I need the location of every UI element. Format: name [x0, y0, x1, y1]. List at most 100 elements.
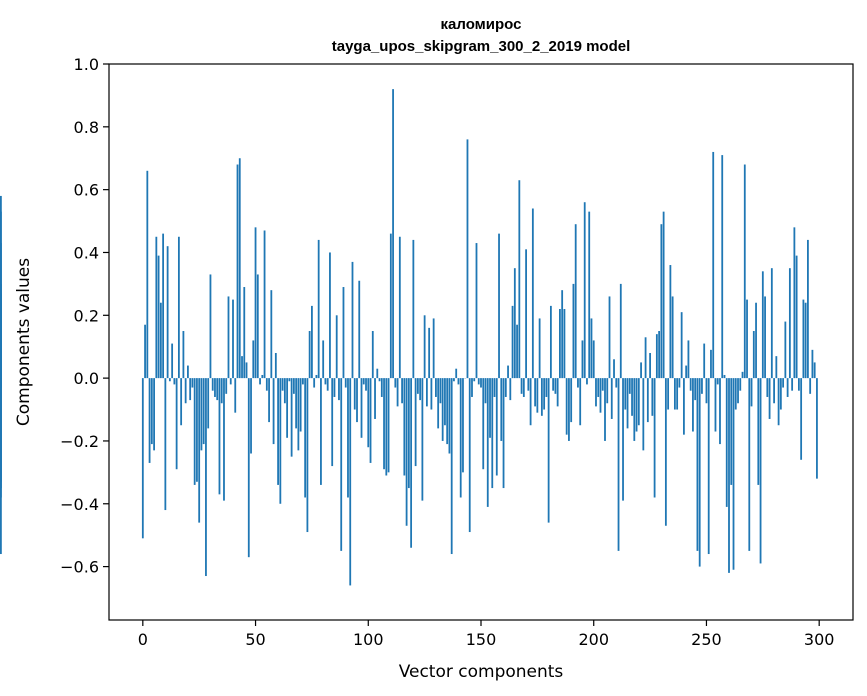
bar-225	[649, 352, 651, 379]
bar-220	[637, 378, 640, 426]
bar-21	[189, 378, 192, 401]
bar-270	[750, 378, 753, 407]
bar-254	[714, 378, 717, 432]
bar-188	[565, 378, 568, 435]
bar-52	[259, 378, 261, 385]
bar-212	[619, 283, 622, 379]
bar-176	[538, 318, 541, 379]
bar-37	[225, 378, 228, 394]
bar-169	[522, 378, 525, 397]
bar-74	[308, 331, 311, 379]
bar-80	[322, 340, 325, 379]
bar-119	[410, 378, 413, 548]
bar-33	[216, 378, 219, 401]
bar-142	[462, 378, 464, 473]
bar-280	[773, 378, 775, 404]
bar-279	[770, 268, 773, 379]
bar-82	[326, 378, 329, 391]
bar-246	[696, 378, 699, 551]
bar-153	[486, 378, 489, 507]
x-axis-ticks: 0 50 100 150 200 250 300	[138, 620, 834, 649]
bar-54	[263, 230, 266, 379]
bar-146	[471, 378, 473, 397]
bar-243	[689, 378, 692, 391]
bar-50	[254, 227, 257, 379]
bar-7	[157, 255, 160, 379]
bar-245	[694, 378, 697, 401]
bar-203	[599, 378, 602, 413]
bar-48	[250, 378, 252, 454]
bar-9	[162, 233, 165, 379]
bar-141	[459, 378, 462, 498]
bar-42	[236, 164, 239, 379]
bar-294	[804, 302, 807, 379]
bar-269	[748, 378, 751, 551]
bar-45	[243, 287, 246, 379]
bar-293	[802, 299, 805, 379]
bar-227	[653, 378, 656, 498]
bar-132	[439, 378, 442, 404]
bar-183	[554, 378, 557, 394]
bar-151	[482, 378, 485, 470]
bar-166	[516, 324, 518, 379]
bar-100	[367, 378, 370, 448]
y-tick-label: −0.6	[60, 558, 99, 577]
bar-262	[732, 378, 735, 570]
bar-57	[270, 290, 273, 379]
bar-218	[633, 378, 636, 441]
bar-22	[191, 378, 194, 388]
bar-174	[534, 378, 537, 407]
bar-247	[698, 378, 701, 567]
bar-155	[491, 378, 494, 489]
bar-undefined	[0, 195, 2, 379]
bar-179	[545, 378, 548, 397]
bar-43	[238, 158, 241, 379]
bar-255	[716, 378, 719, 385]
x-tick-label: 250	[691, 630, 722, 649]
y-tick-label: −0.4	[60, 495, 99, 514]
bar-204	[601, 378, 604, 391]
bar-267	[743, 164, 746, 379]
bar-105	[378, 378, 381, 382]
bar-59	[274, 352, 277, 379]
bar-277	[766, 378, 769, 397]
bar-55	[265, 378, 268, 391]
y-tick-label: 0.4	[74, 243, 99, 262]
bar-24	[196, 378, 198, 482]
bar-107	[383, 378, 385, 470]
bar-46	[245, 362, 248, 379]
bar-77	[315, 374, 318, 379]
bar-1	[144, 324, 146, 379]
bar-275	[761, 271, 764, 379]
bar-198	[588, 211, 591, 379]
x-tick-label: 200	[578, 630, 609, 649]
bar-250	[705, 378, 708, 404]
bar-283	[779, 378, 782, 410]
bar-236	[673, 378, 676, 410]
bar-160	[502, 378, 505, 489]
plot-frame	[108, 63, 854, 621]
bar-30	[209, 274, 212, 379]
bar-60	[277, 378, 279, 485]
bar-113	[396, 378, 399, 407]
bar-187	[563, 309, 566, 379]
bar-undefined	[0, 378, 2, 388]
bar-210	[615, 378, 618, 388]
bar-167	[518, 180, 521, 379]
y-axis-ticks: −0.6 −0.4 −0.2 0.0 0.2 0.4 0.6 0.8 1.0	[60, 55, 109, 577]
bar-15	[175, 378, 178, 470]
bar-71	[301, 378, 304, 385]
bar-115	[401, 378, 403, 404]
bar-103	[374, 378, 376, 419]
bar-81	[324, 378, 327, 385]
bar-185	[559, 309, 561, 379]
bar-123	[419, 378, 422, 401]
bar-88	[340, 378, 343, 551]
bar-140	[457, 378, 460, 385]
bar-94	[353, 378, 356, 410]
bar-51	[256, 274, 259, 379]
bar-125	[423, 315, 426, 379]
bar-175	[536, 378, 539, 413]
bar-197	[586, 378, 588, 385]
bar-31	[211, 378, 214, 391]
